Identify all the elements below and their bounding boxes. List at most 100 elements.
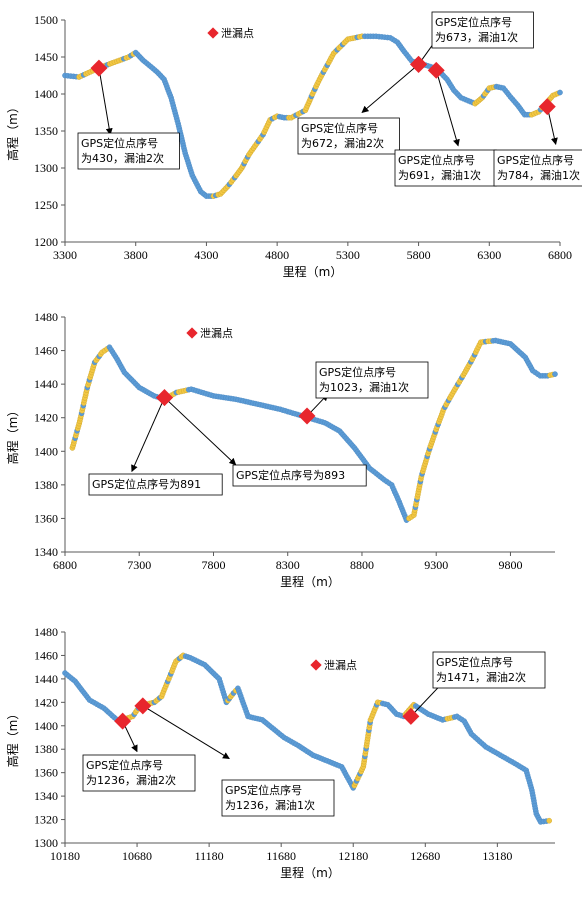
leak-point-marker: [298, 407, 316, 425]
x-tick-label: 10180: [50, 849, 80, 863]
annotation-text: 为1236，漏油1次: [225, 798, 315, 812]
annotation-box: [221, 779, 335, 817]
x-tick-label: 12180: [338, 849, 368, 863]
legend-marker: [310, 659, 322, 671]
annotation-text: GPS定位点序号: [435, 15, 512, 29]
annotation-text: GPS定位点序号: [436, 655, 513, 669]
y-tick-label: 1300: [34, 161, 58, 175]
annotation-box: [493, 149, 582, 187]
y-tick-label: 1400: [34, 719, 58, 733]
y-tick-label: 1440: [34, 672, 58, 686]
y-tick-label: 1400: [34, 444, 58, 458]
y-tick-label: 1500: [34, 13, 58, 27]
annotation-box: [394, 149, 497, 187]
annotation-box: [432, 651, 546, 689]
y-axis-label: 高程（m）: [5, 708, 20, 768]
annotation-box: [431, 11, 534, 49]
x-tick-label: 3300: [53, 248, 77, 262]
annotation-box: [232, 464, 367, 487]
annotation-text: 为1471，漏油2次: [436, 670, 526, 684]
y-tick-label: 1320: [34, 813, 58, 827]
leak-point-marker: [134, 697, 152, 715]
x-tick-label: 11680: [266, 849, 296, 863]
y-tick-label: 1350: [34, 124, 58, 138]
x-tick-label: 7800: [201, 558, 225, 572]
leak-arrow: [131, 397, 165, 473]
annotation-text: 为691，漏油1次: [398, 168, 481, 182]
annotation-box: [82, 754, 196, 792]
x-tick-label: 4300: [194, 248, 218, 262]
y-tick-label: 1200: [34, 235, 58, 249]
legend-label: 泄漏点: [200, 327, 233, 340]
leak-point-marker: [427, 61, 445, 79]
leak-point-marker: [90, 59, 108, 77]
x-tick-label: 7300: [127, 558, 151, 572]
x-tick-label: 9300: [424, 558, 448, 572]
x-axis-label: 里程（m）: [280, 574, 340, 589]
leak-arrow: [164, 397, 237, 466]
x-tick-label: 3800: [124, 248, 148, 262]
x-tick-label: 6800: [53, 558, 77, 572]
x-tick-label: 6800: [548, 248, 572, 262]
x-tick-label: 4800: [265, 248, 289, 262]
y-axis-label: 高程（m）: [5, 101, 20, 161]
y-tick-label: 1360: [34, 511, 58, 525]
y-axis-label: 高程（m）: [5, 405, 20, 465]
y-tick-label: 1420: [34, 695, 58, 709]
y-tick-label: 1450: [34, 50, 58, 64]
y-tick-label: 1460: [34, 344, 58, 358]
y-tick-label: 1340: [34, 789, 58, 803]
chart-panel-2: 1340 1360 1380 1400 1420 1440 1460 1480 6800 7300…: [5, 310, 558, 589]
annotation-text: 为673，漏油1次: [435, 30, 518, 44]
y-tick-label: 1340: [34, 545, 58, 559]
annotation-box: [77, 132, 180, 170]
data-point: [546, 817, 553, 824]
x-tick-label: 12680: [410, 849, 440, 863]
leak-arrow: [435, 70, 460, 147]
annotation-text: 为784，漏油1次: [497, 168, 580, 182]
leak-arrow: [361, 64, 419, 113]
annotation-text: GPS定位点序号: [497, 153, 574, 167]
chart-panel-3: 1300 1320 1340 1360 1380 1400 1420 1440 1460 1480…: [5, 625, 555, 880]
annotation-box: [297, 117, 400, 155]
y-tick-label: 1480: [34, 310, 58, 324]
y-tick-label: 1480: [34, 625, 58, 639]
y-tick-label: 1440: [34, 377, 58, 391]
annotation-text: GPS定位点序号: [86, 758, 163, 772]
x-tick-label: 13180: [482, 849, 512, 863]
x-tick-label: 9800: [498, 558, 522, 572]
leak-point-marker: [155, 389, 173, 407]
x-tick-label: 11180: [195, 849, 224, 863]
annotation-text: GPS定位点序号为891: [92, 477, 201, 491]
annotation-box: [315, 361, 429, 399]
legend-label: 泄漏点: [221, 27, 254, 40]
legend-marker: [186, 327, 198, 339]
x-tick-label: 6300: [477, 248, 501, 262]
x-tick-label: 10680: [122, 849, 152, 863]
y-tick-label: 1380: [34, 478, 58, 492]
x-tick-label: 8300: [276, 558, 300, 572]
annotation-text: GPS定位点序号: [301, 121, 378, 135]
x-tick-label: 5300: [336, 248, 360, 262]
y-tick-label: 1300: [34, 836, 58, 850]
chart-panel-1: 1200 1250 1300 1350 1400 1450 1500 3300 3800 4300…: [5, 11, 582, 279]
data-point: [552, 371, 558, 377]
leak-arrow: [142, 705, 230, 760]
y-tick-label: 1250: [34, 198, 58, 212]
annotation-text: 为1023，漏油1次: [319, 380, 409, 394]
annotation-text: GPS定位点序号: [319, 365, 396, 379]
y-tick-label: 1380: [34, 742, 58, 756]
annotation-text: GPS定位点序号: [81, 136, 158, 150]
annotation-text: GPS定位点序号: [398, 153, 475, 167]
x-axis-label: 里程（m）: [283, 264, 343, 279]
annotation-text: 为672，漏油2次: [301, 136, 384, 150]
annotation-text: GPS定位点序号: [225, 783, 302, 797]
leak-point-marker: [402, 707, 420, 725]
x-axis-label: 里程（m）: [280, 865, 340, 880]
x-tick-label: 8800: [350, 558, 374, 572]
annotation-text: 为430，漏油2次: [81, 151, 164, 165]
data-point: [557, 89, 563, 96]
x-tick-label: 5800: [407, 248, 431, 262]
leak-point-marker: [538, 98, 556, 116]
